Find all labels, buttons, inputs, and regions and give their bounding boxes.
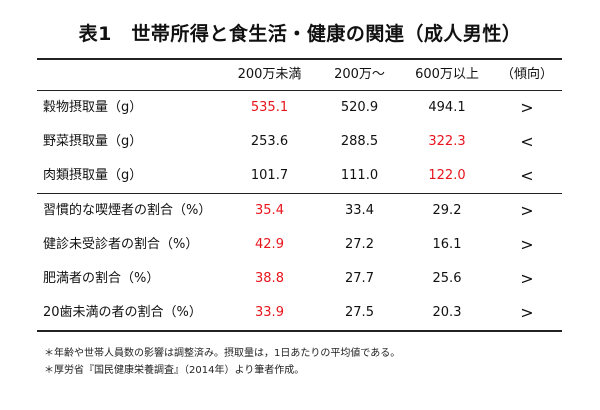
header-row: 200万未満 200万〜 600万以上 （傾向）	[37, 58, 562, 91]
header-mid-income: 200万〜	[317, 58, 402, 91]
trend-indicator: >	[492, 296, 562, 332]
header-label-column	[37, 58, 222, 91]
value-low-income: 535.1	[250, 100, 289, 115]
header-high-income: 600万以上	[402, 58, 492, 91]
data-table: 200万未満 200万〜 600万以上 （傾向） 穀物摂取量（g） 535.1 52…	[37, 58, 562, 332]
row-label: 健診未受診者の割合（%）	[43, 237, 199, 252]
value-low-income: 253.6	[250, 134, 289, 149]
row-label: 20歯未満の者の割合（%）	[37, 296, 222, 332]
footnote: ＊厚労省『国民健康栄養調査』（2014年）より筆者作成。	[44, 365, 305, 376]
header-trend: （傾向）	[492, 58, 562, 91]
value-mid-income: 111.0	[340, 168, 379, 183]
value-mid-income: 520.9	[340, 100, 379, 115]
trend-indicator: <	[520, 132, 534, 151]
footnotes: ＊年齢や世帯人員数の影響は調整済み。摂取量は，1日あたりの平均値である。 ＊厚労…	[44, 345, 564, 379]
value-mid-income: 27.7	[345, 271, 374, 286]
row-label: 肥満者の割合（%）	[43, 271, 160, 286]
value-mid-income: 27.5	[317, 296, 402, 332]
trend-indicator: >	[520, 235, 534, 254]
row-label: 肉類摂取量（g）	[43, 168, 143, 183]
trend-indicator: >	[492, 193, 562, 228]
value-high-income: 16.1	[432, 237, 462, 252]
value-high-income: 494.1	[428, 100, 466, 115]
value-low-income: 101.7	[250, 168, 289, 183]
value-high-income: 122.0	[428, 168, 466, 183]
value-high-income: 29.2	[402, 193, 492, 228]
trend-indicator: <	[520, 166, 534, 185]
value-low-income: 33.9	[222, 296, 317, 332]
value-high-income: 25.6	[432, 271, 462, 286]
value-mid-income: 33.4	[317, 193, 402, 228]
table-row: 野菜摂取量（g） 253.6 288.5 322.3 <	[37, 125, 562, 159]
table-title: 表1 世帯所得と食生活・健康の関連（成人男性）	[78, 23, 522, 45]
table-row: 健診未受診者の割合（%） 42.9 27.2 16.1 >	[37, 228, 562, 262]
trend-indicator: >	[520, 269, 534, 288]
value-mid-income: 288.5	[340, 134, 379, 149]
value-high-income: 322.3	[428, 134, 466, 149]
row-label: 習慣的な喫煙者の割合（%）	[37, 193, 222, 228]
row-label: 穀物摂取量（g）	[43, 100, 143, 115]
table-row: 習慣的な喫煙者の割合（%） 35.4 33.4 29.2 >	[37, 193, 562, 228]
value-mid-income: 27.2	[345, 237, 374, 252]
value-high-income: 20.3	[402, 296, 492, 332]
table-row: 20歯未満の者の割合（%） 33.9 27.5 20.3 >	[37, 296, 562, 332]
table-row: 肉類摂取量（g） 101.7 111.0 122.0 <	[37, 159, 562, 194]
value-low-income: 35.4	[222, 193, 317, 228]
value-low-income: 38.8	[255, 271, 284, 286]
table-row: 穀物摂取量（g） 535.1 520.9 494.1 >	[37, 91, 562, 126]
trend-indicator: >	[520, 98, 534, 117]
row-label: 野菜摂取量（g）	[43, 134, 143, 149]
footnote: ＊年齢や世帯人員数の影響は調整済み。摂取量は，1日あたりの平均値である。	[44, 348, 401, 359]
header-low-income: 200万未満	[222, 58, 317, 91]
value-low-income: 42.9	[255, 237, 284, 252]
table-row: 肥満者の割合（%） 38.8 27.7 25.6 >	[37, 262, 562, 296]
